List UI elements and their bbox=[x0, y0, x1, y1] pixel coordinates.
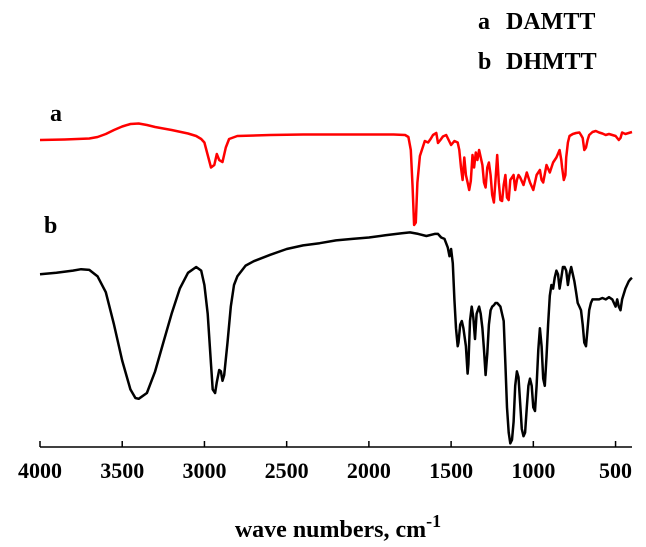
x-axis-ticks: 4000 3500 3000 2500 2000 1500 1000 500 bbox=[18, 441, 632, 483]
x-tick-label: 1000 bbox=[511, 458, 555, 483]
legend-name-a: DAMTT bbox=[506, 9, 595, 35]
x-tick-label: 2000 bbox=[347, 458, 391, 483]
series-line-b bbox=[39, 231, 633, 445]
x-tick-label: 1500 bbox=[429, 458, 473, 483]
x-tick-label: 3500 bbox=[100, 458, 144, 483]
legend-letter-a: a bbox=[478, 9, 490, 35]
x-axis-title: wave numbers, cm-1 bbox=[235, 511, 441, 543]
legend-letter-b: b bbox=[478, 49, 491, 75]
curve-label-b: b bbox=[44, 213, 57, 239]
x-axis-title-superscript: -1 bbox=[426, 511, 441, 531]
series-line-a bbox=[39, 122, 633, 227]
legend: a DAMTT b DHMTT bbox=[478, 9, 597, 75]
curve-label-a: a bbox=[50, 101, 62, 127]
x-tick-label: 3000 bbox=[182, 458, 226, 483]
legend-name-b: DHMTT bbox=[506, 49, 597, 75]
x-tick-label: 2500 bbox=[265, 458, 309, 483]
spectrum-curves bbox=[39, 122, 633, 445]
x-tick-label: 500 bbox=[599, 458, 632, 483]
x-axis-title-text: wave numbers, cm bbox=[235, 517, 426, 543]
x-tick-label: 4000 bbox=[18, 458, 62, 483]
